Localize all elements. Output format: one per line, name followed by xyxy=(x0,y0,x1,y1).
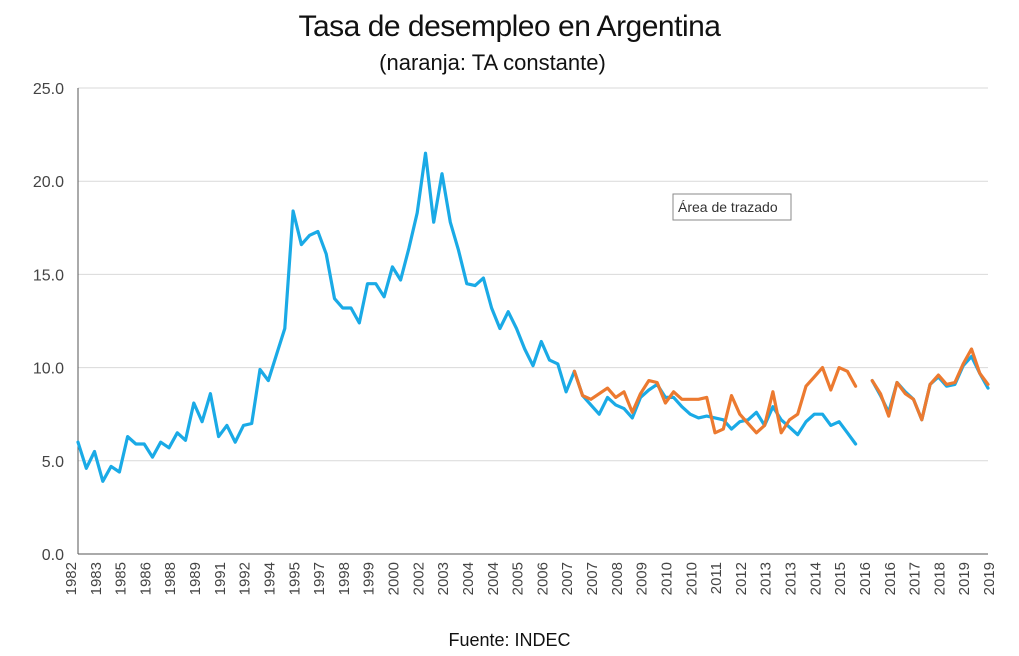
x-tick-label: 1999 xyxy=(361,562,378,595)
chart-source: Fuente: INDEC xyxy=(448,630,571,650)
y-tick-label: 5.0 xyxy=(42,454,64,471)
x-tick-label: 2009 xyxy=(634,562,651,595)
x-tick-label: 1991 xyxy=(212,562,229,595)
plot-area-tooltip: Área de trazado xyxy=(672,193,792,221)
y-tick-label: 10.0 xyxy=(33,361,64,378)
gridlines xyxy=(78,87,988,462)
x-tick-label: 2019 xyxy=(956,562,973,595)
x-tick-label: 2015 xyxy=(832,562,849,595)
x-tick-label: 2005 xyxy=(510,562,527,595)
x-tick-label: 2013 xyxy=(783,562,800,595)
orange-series-line xyxy=(572,366,858,435)
x-tick-label: 2003 xyxy=(435,562,452,595)
x-tick-label: 2010 xyxy=(658,562,675,595)
x-tick-label: 2016 xyxy=(857,562,874,595)
x-tick-label: 2018 xyxy=(931,562,948,595)
x-tick-label: 1995 xyxy=(286,562,303,595)
series-lines xyxy=(76,151,990,483)
x-tick-label: 2007 xyxy=(559,562,576,595)
x-tick-label: 2014 xyxy=(807,562,824,595)
tooltip-box xyxy=(672,193,792,221)
x-tick-label: 1998 xyxy=(336,562,353,595)
x-tick-label: 2008 xyxy=(609,562,626,595)
y-tick-label: 0.0 xyxy=(42,547,64,564)
x-tick-label: 2004 xyxy=(460,562,477,595)
x-tick-label: 1989 xyxy=(187,562,204,595)
x-tick-label: 2007 xyxy=(584,562,601,595)
y-tick-label: 25.0 xyxy=(33,81,64,98)
x-axis-ticks: 1982 1983 1985 1986 1988 1989 1991 1992 1994 1995… xyxy=(63,562,998,595)
x-tick-label: 1983 xyxy=(88,562,105,595)
x-tick-label: 1988 xyxy=(162,562,179,595)
x-tick-label: 2004 xyxy=(485,562,502,595)
orange-series-line xyxy=(870,347,990,422)
chart-subtitle: (naranja: TA constante) xyxy=(379,50,606,75)
x-tick-label: 1994 xyxy=(261,562,278,595)
chart-title: Tasa de desempleo en Argentina xyxy=(298,10,721,43)
tooltip-label: Área de trazado xyxy=(678,199,778,215)
x-tick-label: 2006 xyxy=(534,562,551,595)
y-tick-label: 20.0 xyxy=(33,174,64,191)
x-tick-label: 1992 xyxy=(237,562,254,595)
x-tick-label: 2000 xyxy=(386,562,403,595)
x-tick-label: 2010 xyxy=(683,562,700,595)
y-axis-ticks: 0.0 5.0 10.0 15.0 20.0 25.0 xyxy=(33,81,64,564)
axes xyxy=(77,88,988,555)
x-tick-label: 2002 xyxy=(410,562,427,595)
x-tick-label: 1982 xyxy=(63,562,80,595)
y-tick-label: 15.0 xyxy=(33,267,64,284)
x-tick-label: 2016 xyxy=(882,562,899,595)
x-tick-label: 2019 xyxy=(981,562,998,595)
x-tick-label: 2012 xyxy=(733,562,750,595)
x-tick-label: 2011 xyxy=(708,562,725,594)
x-tick-label: 1985 xyxy=(113,562,130,595)
x-tick-label: 1986 xyxy=(137,562,154,595)
x-tick-label: 1997 xyxy=(311,562,328,595)
x-tick-label: 2017 xyxy=(907,562,924,595)
x-tick-label: 2013 xyxy=(758,562,775,595)
